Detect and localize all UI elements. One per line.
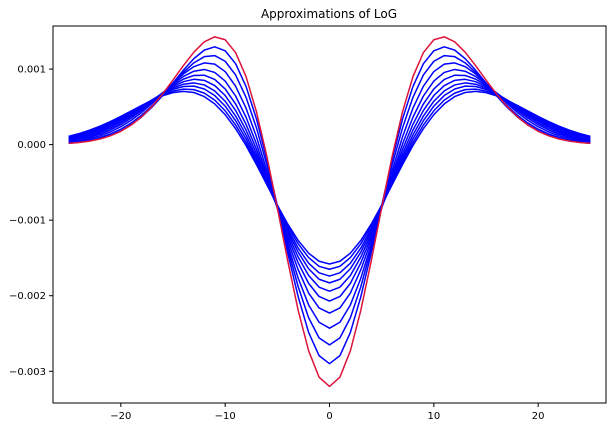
y-tick-label: −0.001 [9,216,46,227]
series-line-8 [68,62,591,329]
series-layer [68,36,591,388]
axis-layer: −20 −10 0 10 20 −0.003 −0.002 −0.001 0.000 0.001 [9,25,607,422]
chart-title: Approximations of LoG [261,7,397,21]
x-tick-label: −20 [110,411,131,422]
x-tick-label: 0 [326,411,332,422]
x-tick-label: 20 [532,411,545,422]
y-tick-label: −0.003 [9,367,46,378]
y-tick-label: 0.000 [17,140,46,151]
y-tick-label: −0.002 [9,291,46,302]
x-tick-label: −10 [215,411,236,422]
series-line-11 [68,36,591,388]
series-line-7 [68,68,591,314]
x-tick-label: 10 [427,411,440,422]
y-tick-label: 0.001 [17,65,46,76]
